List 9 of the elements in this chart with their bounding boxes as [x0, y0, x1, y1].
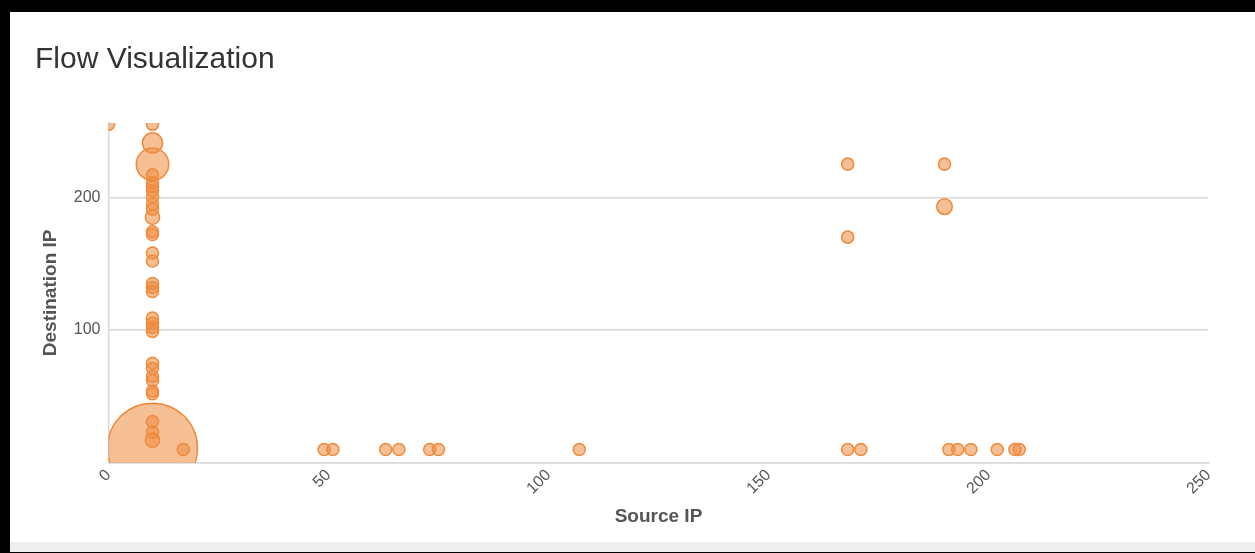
x-axis-title: Source IP: [614, 504, 703, 526]
x-tick-label: 50: [309, 465, 334, 491]
x-tick-label: 250: [1182, 465, 1214, 497]
x-tick-label: 0: [95, 465, 114, 485]
x-tick-label: 100: [522, 465, 554, 497]
y-axis-title: Destination IP: [38, 229, 60, 357]
x-tick-label: 200: [962, 465, 994, 497]
chart-title: Flow Visualization: [35, 41, 275, 75]
x-tick-label: 150: [742, 465, 774, 497]
